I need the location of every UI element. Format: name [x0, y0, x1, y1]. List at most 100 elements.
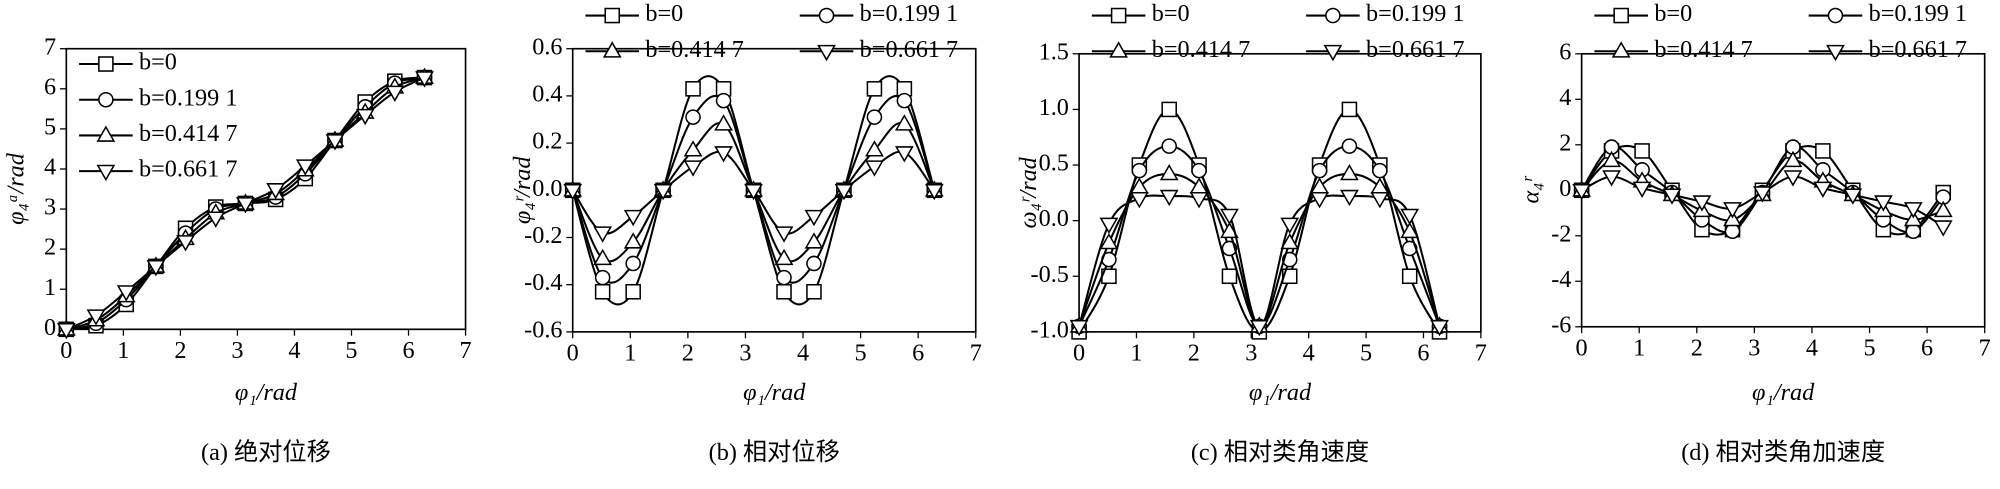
caption: (b) 相对位移: [709, 439, 840, 466]
marker: [385, 85, 405, 102]
legend-marker: [1613, 7, 1629, 24]
x-axis-label: φ₁/rad: [743, 379, 806, 406]
legend-label: b=0.414 7: [645, 36, 743, 63]
marker: [1753, 186, 1772, 203]
marker: [1905, 223, 1922, 240]
marker: [1602, 150, 1621, 168]
legend-marker: [96, 125, 116, 142]
marker: [86, 309, 106, 326]
marker: [1400, 221, 1420, 239]
caption: (c) 相对类角速度: [1191, 439, 1369, 466]
marker: [1280, 232, 1300, 250]
y-tick-label: 0.4: [532, 80, 562, 107]
marker: [774, 226, 794, 243]
y-tick-label: 4: [1559, 84, 1571, 111]
plot-frame: [1078, 52, 1482, 333]
marker: [146, 260, 166, 277]
marker: [804, 232, 824, 249]
x-tick-label: 7: [970, 339, 982, 366]
marker: [1341, 138, 1358, 154]
x-tick-label: 0: [1073, 339, 1085, 366]
marker: [236, 197, 255, 214]
x-tick-label: 1: [117, 337, 129, 364]
y-tick-label: 0.6: [532, 33, 562, 60]
marker: [1372, 162, 1388, 179]
y-tick-label: 2: [44, 234, 56, 261]
legend-label: b=0: [1152, 0, 1190, 27]
marker: [1159, 189, 1179, 207]
marker: [1161, 101, 1177, 118]
legend-marker: [96, 164, 116, 182]
x-tick-label: 2: [1188, 339, 1200, 366]
legend-marker: [1110, 7, 1127, 24]
x-tick-label: 6: [912, 339, 924, 366]
marker: [1400, 208, 1420, 226]
legend-label: b=0.661 7: [860, 36, 958, 63]
x-tick-label: 3: [1748, 334, 1760, 361]
x-tick-label: 7: [460, 337, 472, 364]
x-tick-label: 3: [739, 339, 751, 366]
marker: [776, 283, 792, 300]
caption: (a) 绝对位移: [201, 439, 331, 466]
x-tick-label: 3: [231, 337, 243, 364]
marker: [625, 283, 641, 300]
legend-label: b=0.661 7: [139, 156, 237, 183]
y-tick-label: -2: [1551, 220, 1571, 247]
marker: [1341, 101, 1358, 118]
x-axis-label: φ₁/rad: [235, 379, 298, 406]
marker: [594, 283, 611, 300]
x-tick-label: 0: [60, 337, 72, 364]
legend-marker: [98, 56, 114, 72]
marker: [894, 114, 914, 131]
legend-label: b=0.199 1: [1366, 0, 1464, 27]
marker: [865, 160, 884, 177]
legend-marker: [817, 44, 836, 62]
y-tick-label: 0.0: [532, 175, 562, 202]
marker: [653, 183, 673, 201]
y-axis-label: ω₄ʳ/rad: [1015, 156, 1042, 228]
marker: [1099, 232, 1119, 250]
marker: [1843, 188, 1863, 205]
marker: [683, 160, 703, 177]
marker: [623, 232, 643, 249]
marker: [56, 322, 76, 340]
marker: [1632, 181, 1652, 198]
y-tick-label: -0.5: [1031, 261, 1069, 288]
marker: [1129, 192, 1149, 209]
legend-marker: [1827, 7, 1844, 24]
y-tick-label: 2: [1559, 129, 1571, 156]
y-tick-label: 0.0: [1039, 205, 1069, 232]
legend-label: b=0: [139, 49, 177, 76]
x-tick-label: 5: [345, 337, 357, 364]
marker: [1249, 319, 1269, 337]
legend-marker: [1109, 41, 1129, 58]
series-line: [1078, 194, 1441, 328]
marker: [1692, 195, 1712, 212]
x-axis-label: φ₁/rad: [1249, 379, 1312, 406]
marker: [685, 81, 701, 97]
marker: [714, 114, 733, 131]
marker: [1933, 220, 1953, 237]
marker: [683, 140, 703, 157]
marker: [714, 146, 733, 163]
y-tick-label: 0.2: [532, 128, 562, 155]
y-tick-label: 5: [44, 113, 56, 140]
x-tick-label: 6: [1921, 334, 1933, 361]
marker: [1131, 162, 1148, 179]
x-tick-label: 2: [682, 339, 694, 366]
x-axis-label: φ₁/rad: [1752, 379, 1815, 406]
y-tick-label: 7: [44, 33, 56, 60]
marker: [1281, 268, 1298, 285]
legend-marker: [1323, 44, 1343, 62]
marker: [806, 255, 822, 272]
marker: [1191, 162, 1207, 179]
marker: [1602, 170, 1621, 187]
marker: [774, 248, 794, 266]
marker: [355, 108, 375, 126]
marker: [1873, 195, 1893, 212]
y-tick-label: 0.5: [1039, 150, 1069, 177]
marker: [1340, 189, 1359, 207]
y-axis-label: φ₄ᵃ/rad: [2, 152, 29, 225]
marker: [1069, 319, 1089, 337]
